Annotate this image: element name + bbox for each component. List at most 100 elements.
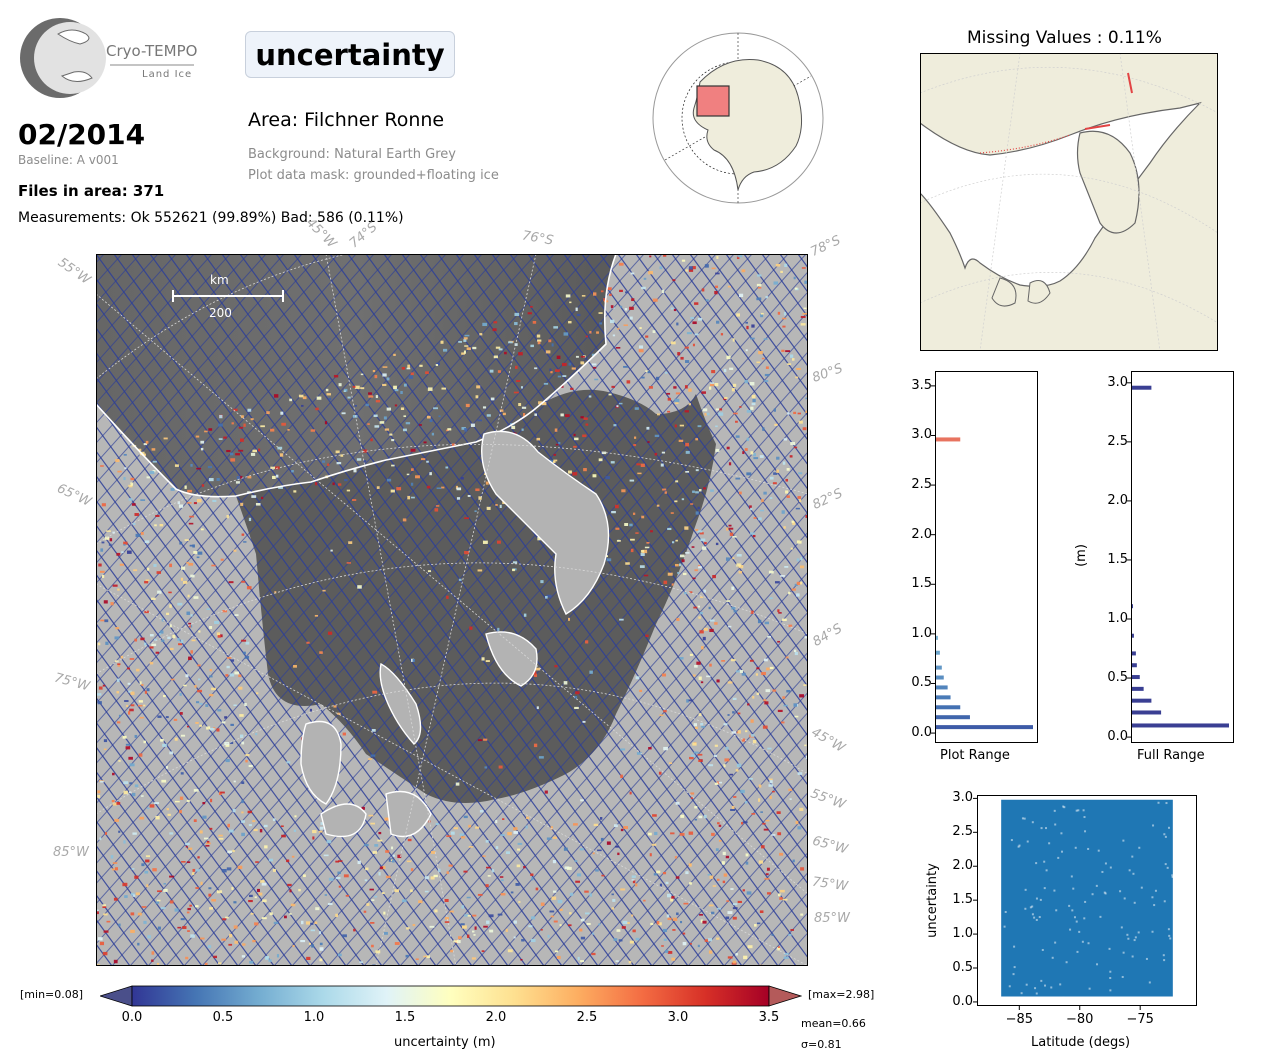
colorbar-label: uncertainty (m)	[394, 1035, 496, 1050]
hist-tick-label: 2.0	[911, 526, 932, 542]
date-label: 02/2014	[18, 118, 146, 151]
hist-tick-label: 2.5	[911, 477, 932, 493]
hist-tick-label: 1.5	[911, 576, 932, 592]
hist-bar	[1132, 723, 1229, 728]
hist-tick-label: 0.5	[911, 675, 932, 691]
lon-label: 76°S	[520, 228, 555, 249]
hist-tick-label: 2.5	[1107, 433, 1128, 449]
cryo-tempo-logo: Cryo-TEMPO Land Ice	[18, 16, 200, 100]
lat-label: 84°S	[810, 621, 845, 650]
scatter-ytick-label: 2.5	[952, 824, 973, 840]
scatter-ytick-label: 1.0	[952, 926, 973, 942]
hist-plot-range-xlabel: Plot Range	[940, 748, 1010, 763]
hist-bar	[936, 635, 938, 640]
background-label: Background: Natural Earth Grey	[248, 147, 456, 162]
hist-bar	[1132, 385, 1152, 390]
hist-tick-label: 1.0	[1107, 611, 1128, 626]
scatter-xtick-label: −80	[1066, 1012, 1094, 1027]
hist-plot-range-yticks: 0.0 0.5 1.0 1.5 2.0 2.5 3.0 3.5	[890, 371, 932, 743]
colorbar-tick: 2.0	[485, 1010, 507, 1025]
hist-bar	[936, 650, 940, 655]
hist-bar	[1132, 651, 1136, 656]
hist-tick-label: 3.0	[1107, 374, 1128, 390]
scale-unit: km	[210, 273, 229, 287]
scatter-ytick-label: 2.0	[952, 858, 973, 874]
hist-tick-label: 1.5	[1107, 551, 1128, 567]
hist-bar	[936, 685, 948, 690]
scatter-yticks: 0.0 0.5 1.0 1.5 2.0 2.5 3.0	[935, 790, 973, 1009]
colorbar-ticks: 0.0 0.5 1.0 1.5 2.0 2.5 3.0 3.5	[122, 1010, 780, 1030]
variable-title: uncertainty	[245, 31, 455, 78]
overview-globe	[650, 30, 826, 206]
mask-label: Plot data mask: grounded+floating ice	[248, 168, 499, 183]
hist-tick-label: 0.5	[1107, 670, 1128, 686]
colorbar-tick: 2.5	[576, 1010, 598, 1025]
hist-full-range	[1127, 371, 1234, 743]
hist-bar	[1132, 663, 1137, 668]
lat-label: 80°S	[810, 361, 845, 386]
colorbar-min-label: [min=0.08]	[20, 988, 84, 1001]
colorbar-tick: 1.0	[303, 1010, 325, 1025]
hist-bar	[1132, 710, 1162, 715]
colorbar-tick: 3.0	[667, 1010, 689, 1025]
scatter-xtick-label: −75	[1126, 1012, 1154, 1027]
hist-tick-label: 0.0	[911, 725, 932, 741]
lon-label: 65°W	[54, 481, 94, 510]
hist-bar	[936, 725, 1033, 730]
lat-label: 45°W	[808, 725, 848, 756]
hist-bar	[936, 665, 942, 670]
scatter-points	[1001, 799, 1173, 997]
hist-bar	[1132, 604, 1133, 609]
hist-tick-label: 1.0	[911, 625, 932, 641]
scatter-xticks: −85 −80 −75	[977, 1012, 1197, 1028]
colorbar-tick: 0.5	[212, 1010, 234, 1025]
hist-bar	[936, 675, 944, 680]
hist-bar	[936, 715, 970, 720]
colorbar-tick: 1.5	[394, 1010, 416, 1025]
hist-full-range-yticks: 0.0 0.5 1.0 1.5 2.0 2.5 3.0	[1086, 371, 1128, 745]
missing-values-title: Missing Values : 0.11%	[967, 28, 1162, 48]
lon-label: 75°W	[52, 670, 92, 695]
hist-tick-label: 2.0	[1107, 492, 1128, 508]
scatter-ytick-label: 0.5	[952, 960, 973, 975]
logo-name: Cryo-TEMPO	[106, 42, 198, 60]
scatter-ytick-label: 1.5	[952, 892, 973, 908]
hist-bar	[1132, 633, 1134, 638]
hist-bar	[1132, 698, 1152, 703]
colorbar-tick: 0.0	[121, 1010, 143, 1025]
colorbar	[98, 984, 803, 1008]
scatter-ytick-label: 0.0	[952, 993, 973, 1009]
lat-label: 85°W	[814, 911, 850, 926]
hist-tick-label: 3.0	[911, 427, 932, 443]
lon-label: 78°S	[808, 233, 844, 260]
scatter-plot	[973, 795, 1197, 1010]
logo-sub: Land Ice	[142, 69, 193, 80]
area-label: Area: Filchner Ronne	[248, 109, 445, 131]
hist-bar	[1132, 686, 1144, 691]
measurements-label: Measurements: Ok 552621 (99.89%) Bad: 58…	[18, 210, 404, 226]
hist-bar	[1132, 675, 1140, 680]
mean-label: mean=0.66	[801, 1017, 866, 1030]
scatter-xtick-label: −85	[1005, 1012, 1034, 1027]
colorbar-max-label: [max=2.98]	[808, 988, 875, 1001]
scatter-ytick-label: 3.0	[952, 790, 973, 806]
scatter-ylabel: uncertainty	[924, 863, 940, 938]
files-label: Files in area: 371	[18, 182, 165, 200]
hist-tick-label: 3.5	[911, 377, 932, 393]
lon-label: 55°W	[54, 255, 93, 288]
hist-bar	[936, 437, 961, 442]
missing-values-map	[920, 53, 1218, 351]
hist-tick-label: 0.0	[1107, 729, 1128, 745]
colorbar-tick: 3.5	[758, 1010, 780, 1025]
hist-full-range-ylabel: (m)	[1073, 544, 1089, 567]
hist-bar	[936, 705, 961, 710]
lat-label: 55°W	[808, 786, 848, 813]
sigma-label: σ=0.81	[801, 1038, 842, 1051]
logo-icon	[20, 18, 194, 98]
scale-value: 200	[209, 306, 232, 320]
hist-plot-range	[931, 371, 1038, 743]
lon-label: 85°W	[53, 845, 89, 860]
baseline-label: Baseline: A v001	[18, 153, 119, 167]
lat-label: 65°W	[810, 833, 850, 858]
main-map: km 200	[96, 254, 808, 966]
